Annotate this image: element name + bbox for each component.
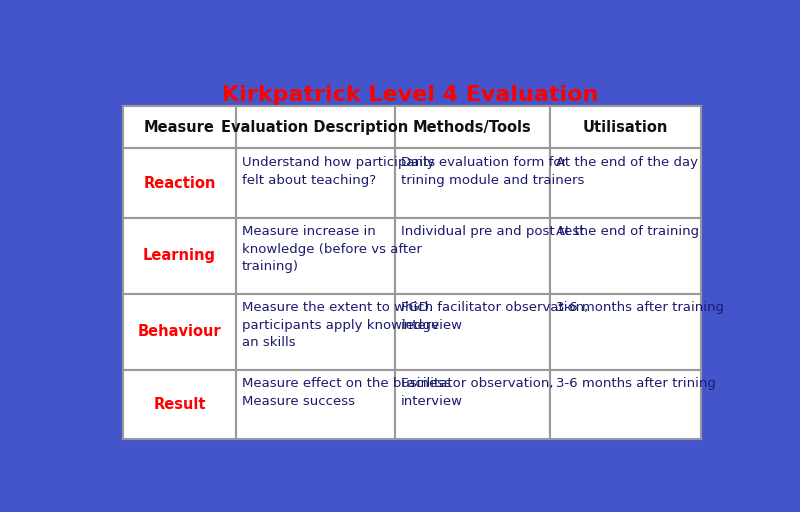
Text: Learning: Learning (143, 248, 216, 263)
Text: Facilitator observation,
interview: Facilitator observation, interview (401, 377, 554, 408)
FancyBboxPatch shape (394, 370, 550, 439)
FancyBboxPatch shape (236, 218, 394, 293)
FancyBboxPatch shape (394, 148, 550, 218)
Text: FGD. facilitator observation,
interview: FGD. facilitator observation, interview (401, 301, 588, 332)
Text: At the end of training: At the end of training (556, 225, 699, 238)
Text: Daily evaluation form for
trining module and trainers: Daily evaluation form for trining module… (401, 156, 584, 187)
FancyBboxPatch shape (236, 293, 394, 370)
Text: Behaviour: Behaviour (138, 324, 222, 339)
Text: Utilisation: Utilisation (582, 120, 668, 135)
Text: Evaluation Description: Evaluation Description (222, 120, 409, 135)
FancyBboxPatch shape (550, 370, 701, 439)
FancyBboxPatch shape (123, 293, 236, 370)
Text: Measure the extent to which
participants apply knowledge
an skills: Measure the extent to which participants… (242, 301, 439, 349)
Text: Measure effect on the business
Measure success: Measure effect on the business Measure s… (242, 377, 451, 408)
Text: Methods/Tools: Methods/Tools (413, 120, 531, 135)
FancyBboxPatch shape (394, 106, 550, 148)
Text: At the end of the day: At the end of the day (556, 156, 698, 169)
Text: Understand how participants
felt about teaching?: Understand how participants felt about t… (242, 156, 435, 187)
FancyBboxPatch shape (394, 218, 550, 293)
FancyBboxPatch shape (123, 106, 236, 148)
FancyBboxPatch shape (123, 218, 236, 293)
Text: Result: Result (153, 397, 206, 412)
Text: 3-6 months after training: 3-6 months after training (556, 301, 724, 314)
FancyBboxPatch shape (123, 370, 236, 439)
Text: Measure: Measure (144, 120, 215, 135)
FancyBboxPatch shape (550, 293, 701, 370)
FancyBboxPatch shape (394, 293, 550, 370)
Text: 3-6 months after trining: 3-6 months after trining (556, 377, 715, 390)
Text: Measure increase in
knowledge (before vs after
training): Measure increase in knowledge (before vs… (242, 225, 422, 273)
Text: Reaction: Reaction (143, 176, 216, 190)
Text: Kirkpatrick Level 4 Evaluation: Kirkpatrick Level 4 Evaluation (222, 84, 598, 104)
FancyBboxPatch shape (236, 370, 394, 439)
FancyBboxPatch shape (123, 106, 701, 439)
FancyBboxPatch shape (550, 148, 701, 218)
FancyBboxPatch shape (123, 148, 236, 218)
FancyBboxPatch shape (550, 218, 701, 293)
Text: Individual pre and post test: Individual pre and post test (401, 225, 584, 238)
FancyBboxPatch shape (236, 106, 394, 148)
FancyBboxPatch shape (236, 148, 394, 218)
FancyBboxPatch shape (550, 106, 701, 148)
